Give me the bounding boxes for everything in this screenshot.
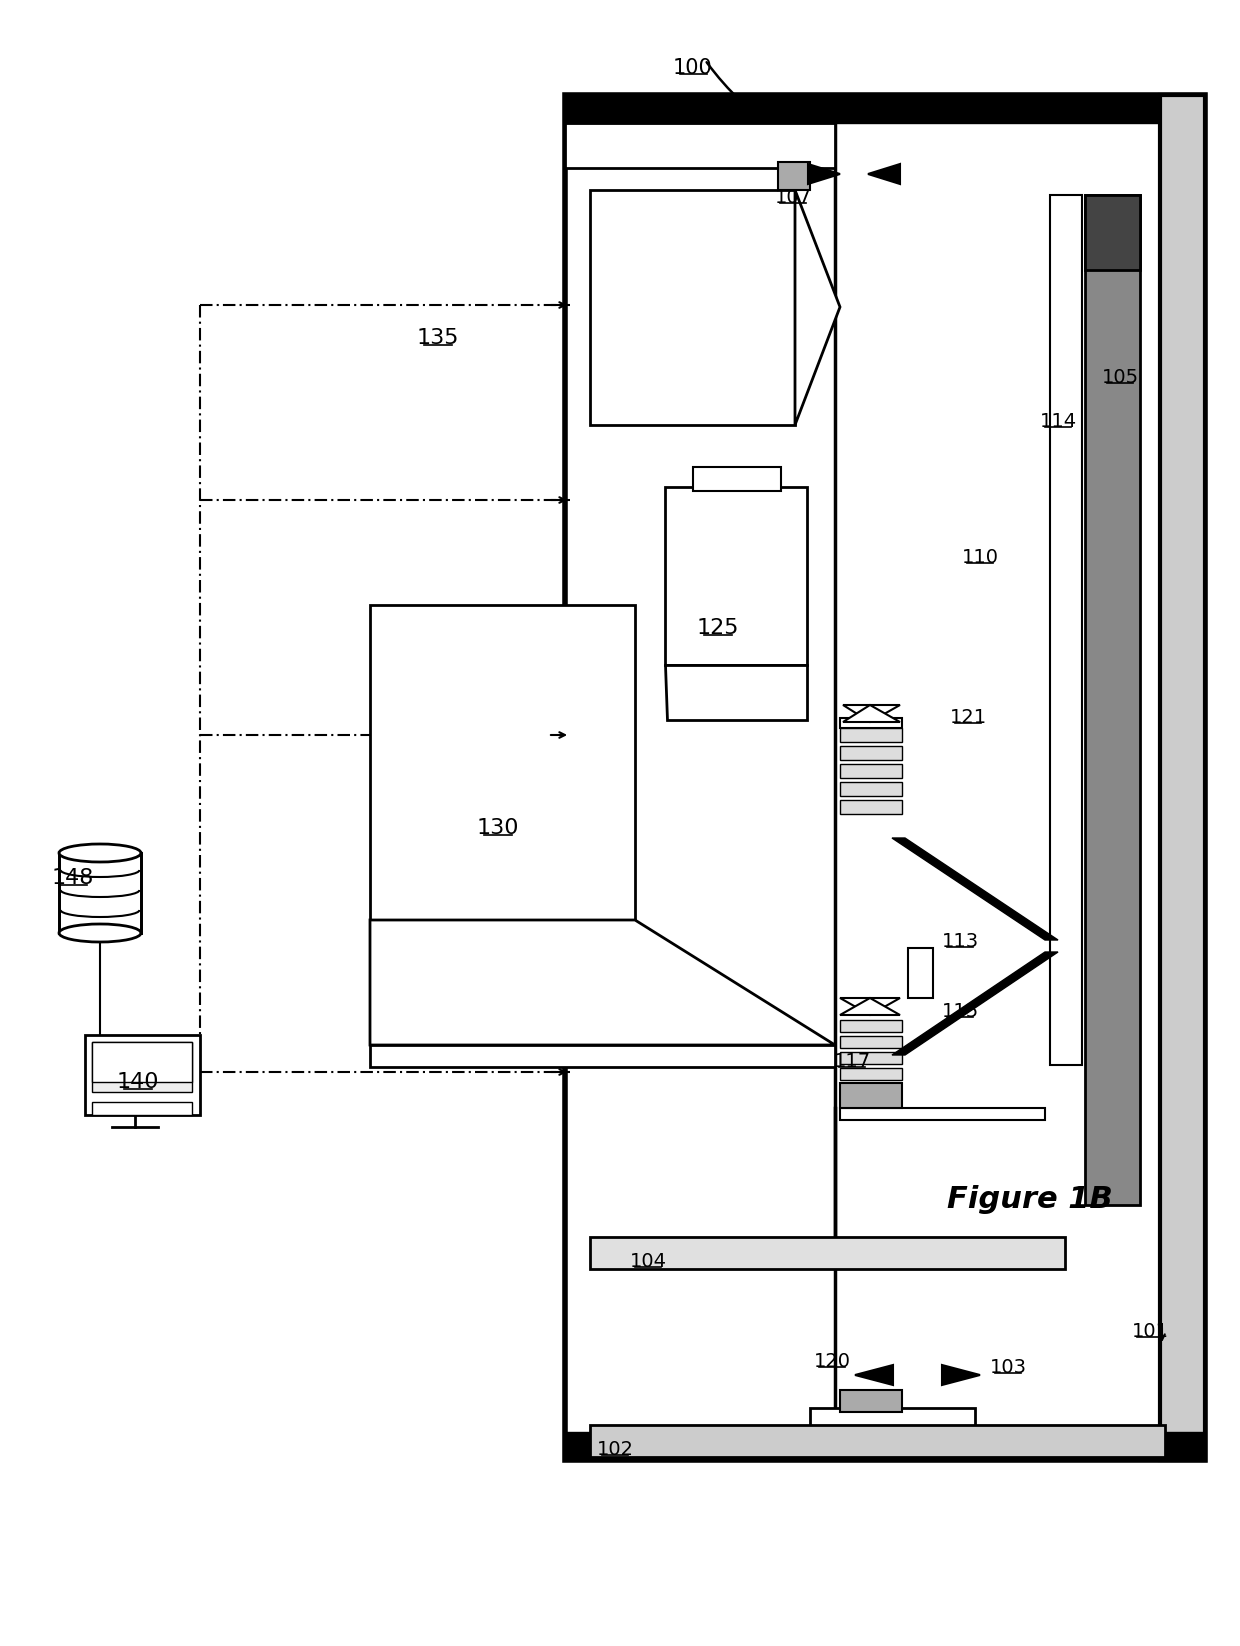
Bar [839,800,901,815]
Text: 110: 110 [961,548,998,566]
Polygon shape [795,189,839,425]
Bar [839,1052,901,1063]
Bar [86,1035,200,1114]
Bar [810,1407,975,1434]
Text: 125: 125 [697,617,739,639]
Bar [839,1083,901,1108]
Text: 113: 113 [941,932,978,951]
Polygon shape [665,665,807,719]
Bar [665,487,807,665]
Text: 105: 105 [1101,369,1138,387]
Bar [839,1021,901,1032]
Bar [908,948,932,997]
Bar [839,746,901,760]
Text: 102: 102 [596,1440,634,1458]
Ellipse shape [60,923,141,942]
Polygon shape [843,704,900,723]
Bar [565,1432,1205,1460]
Text: 130: 130 [476,818,520,838]
Bar [590,1425,1166,1457]
Text: 140: 140 [117,1072,159,1091]
Bar [839,1108,1045,1119]
Polygon shape [892,951,1058,1055]
Bar [839,1035,901,1049]
Polygon shape [868,165,900,184]
Bar [60,853,141,933]
Polygon shape [839,997,900,1016]
Bar [1085,194,1140,270]
Bar [565,95,1205,1460]
Text: Figure 1B: Figure 1B [947,1185,1112,1215]
Text: 104: 104 [630,1253,667,1271]
Polygon shape [843,704,900,723]
Bar [92,1042,192,1091]
Bar [839,718,901,728]
Text: 114: 114 [1039,412,1076,431]
Bar [92,1042,192,1081]
Bar [1085,194,1140,1205]
Text: 148: 148 [52,867,94,887]
Polygon shape [942,1365,980,1384]
Text: 107: 107 [775,188,811,207]
Bar [590,189,795,425]
Text: 103: 103 [990,1358,1027,1378]
Bar [590,1238,1065,1269]
Text: 117: 117 [833,1052,870,1072]
Polygon shape [370,920,835,1045]
Text: 120: 120 [813,1351,851,1371]
Bar [839,782,901,797]
Text: 100: 100 [673,58,713,77]
Bar [839,728,901,742]
Bar [565,123,835,168]
Bar [839,764,901,779]
Polygon shape [892,838,1058,940]
Polygon shape [839,997,900,1016]
Bar [777,161,810,189]
Text: 101: 101 [1131,1322,1168,1341]
Bar [370,606,635,920]
Bar [370,1045,835,1067]
Bar [565,95,1205,123]
Bar [693,467,781,491]
Polygon shape [808,165,839,184]
Text: 121: 121 [950,708,987,728]
Ellipse shape [60,844,141,863]
Text: 115: 115 [941,1002,978,1021]
Bar [839,1068,901,1080]
Bar [1159,95,1205,1460]
Bar [839,1389,901,1412]
Polygon shape [856,1365,893,1384]
Bar [92,1103,192,1114]
Bar [1050,194,1083,1065]
Text: 135: 135 [417,328,459,347]
